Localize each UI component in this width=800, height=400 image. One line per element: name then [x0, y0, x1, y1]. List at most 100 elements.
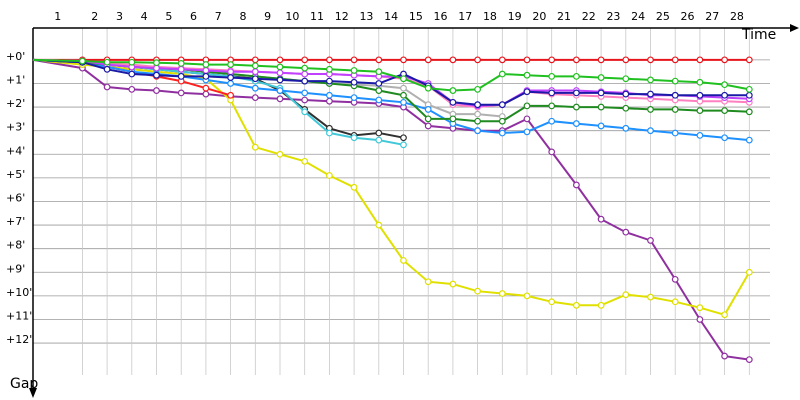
- lap-point: [227, 91, 235, 99]
- lap-point: [721, 352, 728, 360]
- lap-point: [597, 301, 605, 309]
- lap-point: [153, 59, 160, 67]
- lap-point: [721, 56, 728, 64]
- y-tick-label: +3': [6, 121, 25, 134]
- lap-point: [103, 65, 111, 73]
- lap-point: [400, 91, 407, 99]
- lap-point: [647, 237, 654, 244]
- lap-label: 24: [631, 10, 645, 23]
- lap-point: [622, 104, 630, 112]
- lap-point: [696, 131, 704, 139]
- lap-point: [251, 143, 259, 151]
- lap-point: [375, 87, 383, 94]
- lap-point: [375, 136, 383, 144]
- lap-point: [696, 107, 704, 115]
- lap-point: [721, 81, 728, 89]
- lap-point: [301, 64, 309, 72]
- lap-point: [350, 67, 358, 74]
- lap-point: [745, 136, 753, 144]
- lap-point: [622, 90, 630, 98]
- lap-point: [696, 316, 704, 323]
- lap-point: [523, 56, 531, 64]
- lap-point: [745, 356, 753, 363]
- lap-point: [474, 117, 482, 125]
- lap-point: [745, 108, 753, 116]
- y-tick-label: +7': [6, 215, 25, 228]
- lap-point: [647, 90, 654, 98]
- lap-point: [301, 70, 309, 78]
- y-tick-label: +8': [6, 239, 25, 252]
- lap-label: 1: [54, 10, 61, 23]
- lap-point: [103, 58, 111, 66]
- lap-label: 3: [116, 10, 123, 23]
- lap-point: [202, 90, 210, 98]
- lap-point: [251, 84, 259, 92]
- lap-label: 20: [532, 10, 546, 23]
- lap-point: [276, 63, 284, 71]
- lap-label: 19: [508, 10, 522, 23]
- lap-point: [301, 89, 309, 97]
- lap-point: [449, 98, 457, 106]
- lap-point: [449, 115, 457, 123]
- lap-point: [202, 72, 210, 80]
- lap-point: [177, 72, 185, 80]
- lap-point: [523, 88, 531, 96]
- lap-point: [622, 56, 630, 64]
- lap-label: 26: [681, 10, 695, 23]
- lap-point: [498, 290, 506, 297]
- lap-point: [276, 76, 284, 84]
- lap-point: [350, 56, 358, 64]
- lap-point: [424, 84, 432, 92]
- lap-point: [326, 97, 333, 105]
- lap-point: [177, 60, 185, 67]
- lap-point: [696, 304, 704, 312]
- lap-point: [153, 87, 160, 94]
- lap-label: 5: [165, 10, 172, 23]
- lap-point: [548, 102, 556, 110]
- lap-point: [548, 117, 556, 125]
- lap-point: [548, 89, 556, 97]
- lap-label: 23: [606, 10, 620, 23]
- lap-point: [523, 71, 531, 79]
- lap-point: [251, 56, 259, 64]
- lap-point: [671, 91, 679, 99]
- lap-point: [721, 311, 728, 319]
- lap-label: 12: [335, 10, 349, 23]
- lap-label: 9: [264, 10, 271, 23]
- lap-point: [276, 69, 284, 77]
- lap-point: [400, 134, 407, 142]
- lap-point: [326, 56, 333, 64]
- lap-point: [573, 120, 580, 127]
- lap-point: [597, 89, 605, 97]
- lap-point: [375, 129, 383, 137]
- lap-point: [449, 280, 457, 288]
- lap-point: [276, 56, 284, 64]
- lap-label: 16: [434, 10, 448, 23]
- lap-point: [400, 56, 407, 64]
- lap-point: [745, 268, 753, 276]
- lap-point: [400, 98, 407, 106]
- y-tick-label: +2': [6, 97, 25, 110]
- lap-point: [573, 89, 580, 97]
- lap-point: [474, 56, 482, 64]
- lap-point: [153, 71, 160, 79]
- lap-point: [498, 56, 506, 64]
- lap-point: [375, 221, 383, 229]
- lap-point: [128, 70, 136, 78]
- lap-point: [326, 65, 333, 73]
- lap-point: [326, 77, 333, 85]
- lap-label: 10: [285, 10, 299, 23]
- lap-label: 21: [557, 10, 571, 23]
- lap-point: [671, 298, 679, 306]
- lap-point: [573, 103, 580, 111]
- lap-point: [400, 75, 407, 83]
- gap-arrow: [29, 388, 37, 398]
- lap-point: [424, 122, 432, 130]
- lap-point: [548, 148, 556, 156]
- y-tick-label: +1': [6, 73, 25, 86]
- lap-point: [671, 106, 679, 113]
- lap-point: [721, 91, 728, 99]
- lap-point: [227, 80, 235, 87]
- lap-point: [548, 298, 556, 306]
